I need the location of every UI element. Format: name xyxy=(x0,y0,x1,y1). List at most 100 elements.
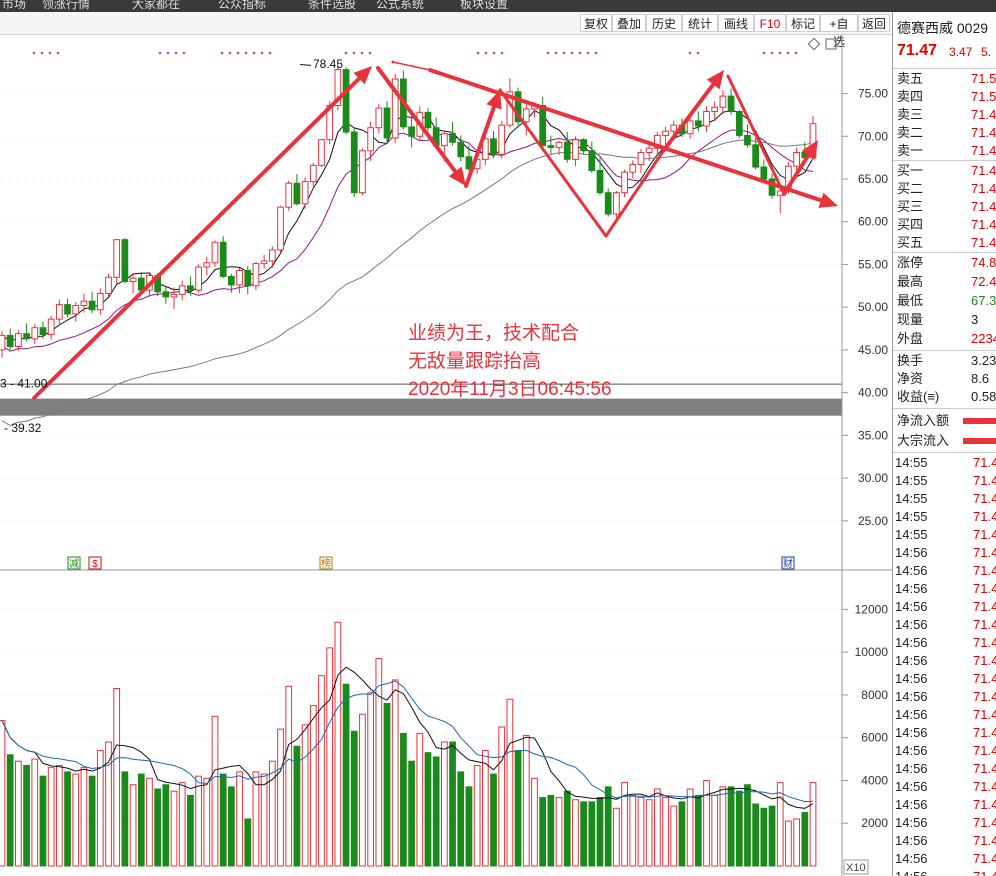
candle xyxy=(129,273,137,294)
trend-arrow xyxy=(428,68,838,208)
toolbar-button[interactable]: +自选 xyxy=(820,14,858,49)
candle xyxy=(588,141,596,174)
quote-row: 卖五 71.5 xyxy=(897,70,996,88)
toolbar-button[interactable]: 画线 xyxy=(718,14,754,32)
candle xyxy=(31,324,39,344)
volume-bar xyxy=(408,760,415,867)
tick-row: 14:56 71.4 xyxy=(895,562,996,580)
volume-bar xyxy=(342,683,350,867)
top-menu-item[interactable]: 大家都在 xyxy=(132,0,181,11)
price-axis-tick: 60.00 xyxy=(858,215,888,229)
quote-row: 买四 71.4 xyxy=(897,216,996,234)
quote-row-value: 71.4 xyxy=(971,107,996,122)
quote-row-label: 收益(≡) xyxy=(897,389,940,404)
tick-row: 14:56 71.4 xyxy=(895,598,996,616)
tick-time: 14:55 xyxy=(895,509,928,524)
volume-bar xyxy=(490,773,497,867)
candle xyxy=(219,236,227,279)
candle xyxy=(711,101,719,121)
tick-price: 71.4 xyxy=(973,581,996,596)
tick-time: 14:56 xyxy=(895,545,928,560)
volume-bar xyxy=(596,797,604,867)
volume-bar xyxy=(268,760,276,867)
quote-row-label: 净资 xyxy=(897,371,924,386)
toolbar-button[interactable]: 标记 xyxy=(786,14,820,32)
tick-price: 71.4 xyxy=(973,815,996,830)
quote-row-label: 买二 xyxy=(897,181,924,196)
volume-bar xyxy=(678,801,686,867)
toolbar-button[interactable]: 叠加 xyxy=(612,14,646,32)
toolbar-button[interactable]: 历史 xyxy=(646,14,682,32)
tick-time: 14:56 xyxy=(895,851,928,866)
last-price: 71.47 xyxy=(897,42,938,59)
volume-bar xyxy=(727,786,735,867)
candle xyxy=(88,291,96,314)
toolbar-button[interactable]: 统计 xyxy=(682,14,718,32)
tick-time: 14:56 xyxy=(895,689,928,704)
top-menu-item[interactable]: 板块设置 xyxy=(460,0,509,11)
tick-row: 14:56 71.4 xyxy=(895,634,996,652)
quote-row-value: 3 xyxy=(971,312,979,327)
price-axis-tick: 70.00 xyxy=(858,129,888,143)
signal-dots xyxy=(32,51,798,55)
event-marker: $ xyxy=(92,559,98,570)
volume-bar xyxy=(293,745,301,867)
quote-row-label: 最高 xyxy=(897,274,924,289)
volume-bar xyxy=(375,658,383,867)
volume-bar xyxy=(211,715,219,867)
top-menu-item[interactable]: 领涨行情 xyxy=(42,0,91,11)
candle xyxy=(367,121,375,162)
volume-bar xyxy=(39,775,47,867)
kline-chart-panel[interactable]: 75.00 70.00 65.00 60.00 55.00 50.00 45.00 40.00… xyxy=(0,34,892,876)
tick-row: 14:55 71.4 xyxy=(895,526,996,544)
volume-bar xyxy=(776,782,784,867)
top-menu-item[interactable]: 公式系统 xyxy=(376,0,425,11)
top-menu-item[interactable]: 市场 xyxy=(2,0,27,11)
toolbar-button[interactable]: 返回 xyxy=(858,14,890,32)
candle xyxy=(383,101,391,142)
price-axis-tick: 75.00 xyxy=(858,87,888,101)
square-icon[interactable] xyxy=(825,38,837,50)
candlestick-series xyxy=(0,64,817,358)
quote-row: 最高 72.4 xyxy=(897,273,996,291)
tick-time: 14:56 xyxy=(895,815,928,830)
candle xyxy=(293,173,301,206)
tick-price: 71.4 xyxy=(973,473,996,488)
volume-bar xyxy=(604,786,612,867)
toolbar-button[interactable]: F10 xyxy=(754,14,786,32)
tick-row: 14:56 71.4 xyxy=(895,850,996,868)
stock-name[interactable]: 德赛西威 0029 xyxy=(897,20,989,36)
volume-bar xyxy=(31,758,39,867)
candle xyxy=(178,280,186,301)
tick-row: 14:56 71.4 xyxy=(895,580,996,598)
candle xyxy=(309,162,317,187)
divider xyxy=(893,68,996,69)
divider xyxy=(893,408,996,409)
volume-bar xyxy=(645,799,653,867)
quote-row: 买五 71.4 xyxy=(897,234,996,252)
tick-row: 14:55 71.4 xyxy=(895,472,996,490)
candle xyxy=(162,285,170,304)
quote-row-value: 67.3 xyxy=(971,293,996,308)
candle xyxy=(645,142,653,162)
top-menu-item[interactable]: 公众指标 xyxy=(218,0,267,11)
candle xyxy=(596,157,604,196)
top-menu-item[interactable]: 条件选股 xyxy=(308,0,357,11)
volume-bar xyxy=(531,777,538,867)
volume-bar xyxy=(400,732,407,867)
diamond-icon[interactable] xyxy=(807,37,821,51)
tick-row: 14:56 71.4 xyxy=(895,706,996,724)
tick-time: 14:56 xyxy=(895,833,928,848)
volume-ma-line xyxy=(1,666,814,809)
price-axis-tick: 35.00 xyxy=(858,428,888,442)
candle xyxy=(653,132,661,154)
quote-row-label: 卖三 xyxy=(897,107,924,122)
tick-row: 14:56 71.4 xyxy=(895,616,996,634)
quote-row: 净资 8.6 xyxy=(897,370,989,388)
toolbar-button[interactable]: 复权 xyxy=(580,14,612,32)
tick-time: 14:56 xyxy=(895,743,928,758)
divider xyxy=(893,160,996,161)
volume-bar xyxy=(735,790,743,867)
candle xyxy=(260,255,268,269)
